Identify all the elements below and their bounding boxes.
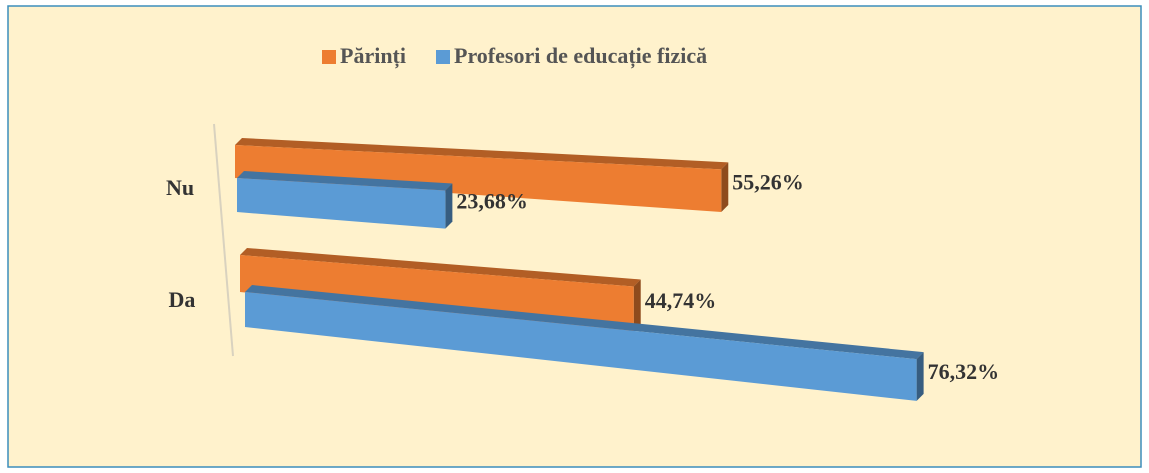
bar-end (916, 352, 924, 401)
bar-end (633, 279, 641, 332)
data-label: 23,68% (456, 189, 528, 214)
chart-frame (7, 5, 1142, 468)
legend-swatch (322, 50, 336, 64)
category-label: Nu (166, 175, 194, 200)
data-label: 76,32% (928, 359, 1000, 384)
bar-top (245, 285, 924, 360)
data-label: 55,26% (732, 170, 804, 195)
bar (240, 255, 634, 332)
bar-end (445, 183, 453, 229)
category-axis (213, 123, 234, 357)
bar (245, 292, 917, 401)
bar-top (237, 171, 453, 191)
legend-swatch (436, 50, 450, 64)
legend-label: Părinți (340, 43, 406, 69)
category-label: Da (169, 287, 196, 312)
bar-top (235, 138, 729, 170)
bar (237, 178, 446, 229)
legend-label: Profesori de educație fizică (454, 43, 707, 69)
bar-top (240, 248, 641, 287)
bar (235, 145, 722, 213)
data-label: 44,74% (645, 288, 717, 313)
bar-end (721, 162, 729, 213)
